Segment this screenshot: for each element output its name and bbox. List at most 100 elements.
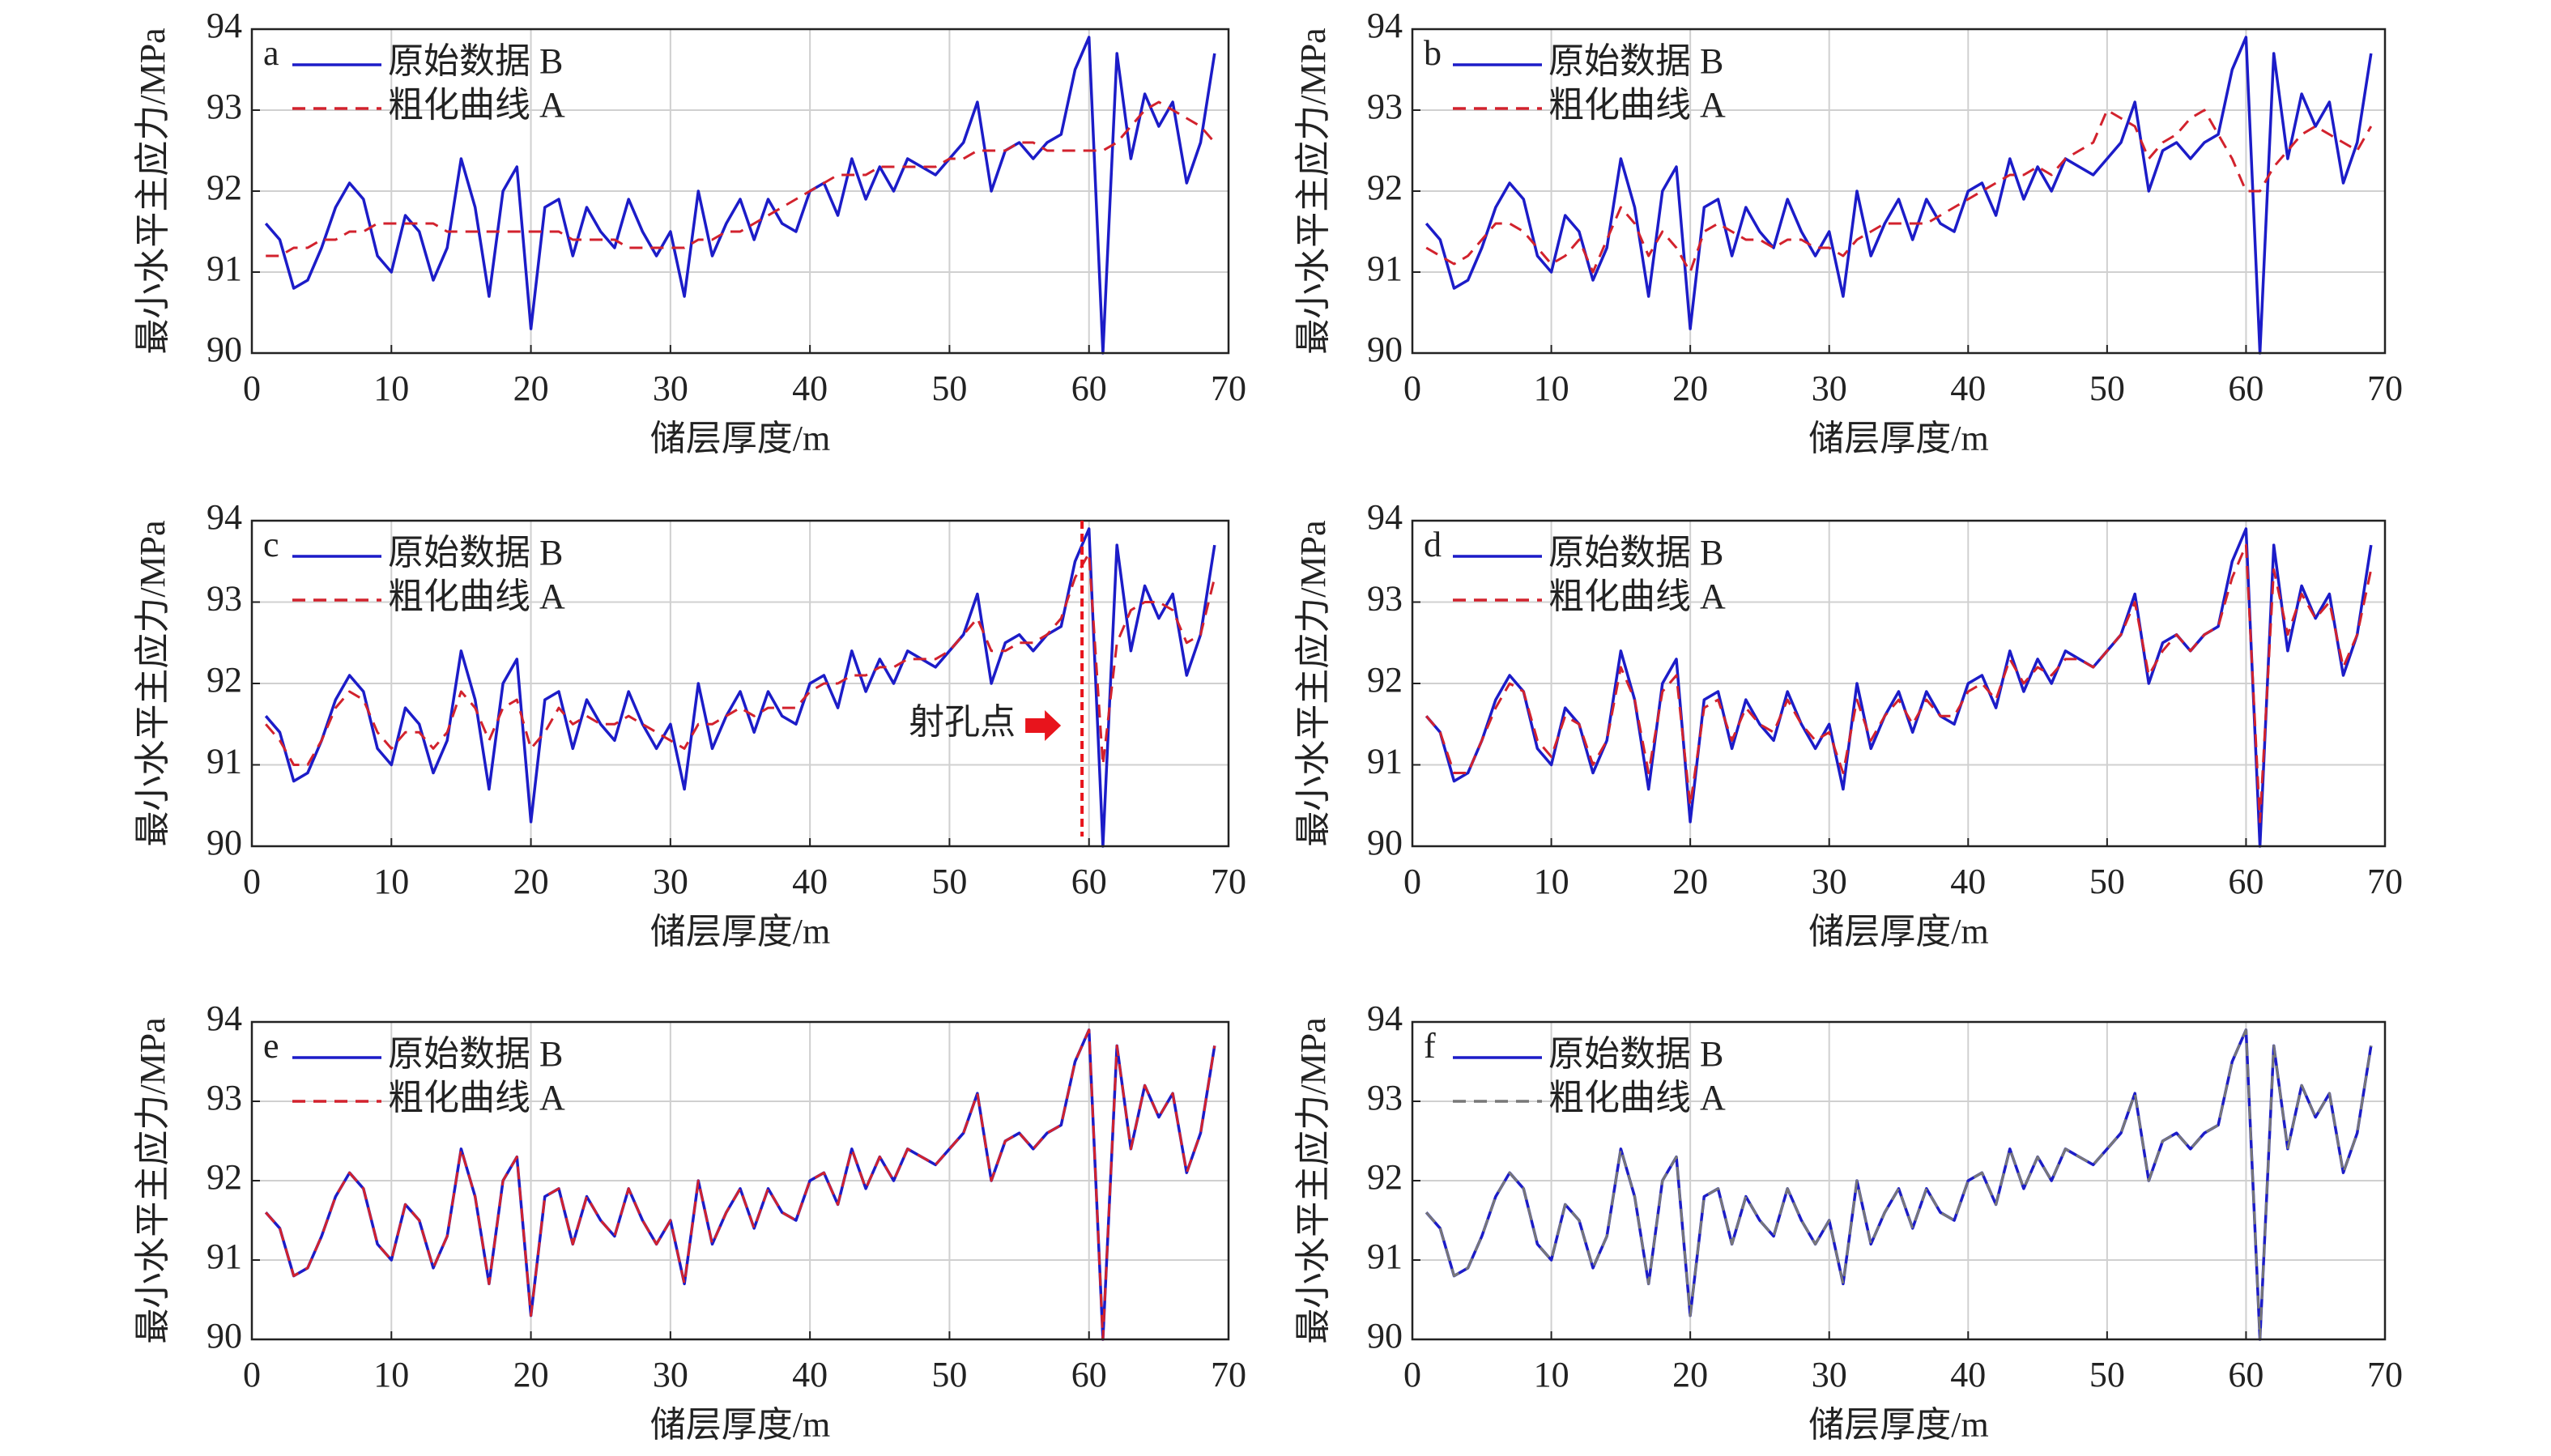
x-axis-label: 储层厚度/m (1808, 912, 1988, 952)
y-tick-label: 90 (1367, 330, 1403, 369)
x-tick-label: 30 (653, 1355, 688, 1394)
y-axis-label: 最小水平主应力/MPa (133, 520, 172, 846)
data-line (264, 36, 1216, 355)
legend-label: 原始数据 B (388, 533, 563, 573)
legend-label: 原始数据 B (1548, 41, 1723, 81)
x-tick-label: 70 (1211, 1355, 1246, 1394)
panel: 90 91 92 93 94 0 10 20 30 40 50 60 70 储层厚度/m 最小水平主应力/M… (1293, 497, 2403, 952)
y-tick-label: 93 (1367, 579, 1403, 619)
x-tick-label: 70 (2367, 1355, 2403, 1394)
y-tick-label: 92 (1367, 1157, 1403, 1197)
panel: 90 91 92 93 94 0 10 20 30 40 50 60 70 储层厚度/m 最小水平主应力/M… (133, 998, 1246, 1445)
x-tick-label: 40 (792, 862, 828, 901)
panel: 90 91 92 93 94 0 10 20 30 40 50 60 70 储层厚度/m 最小水平主应力/M… (133, 497, 1246, 952)
x-tick-label: 60 (1071, 1355, 1107, 1394)
x-tick-label: 10 (373, 368, 409, 408)
data-line (1425, 543, 2373, 824)
legend-label: 原始数据 B (388, 41, 563, 81)
annotation-arrow (1025, 710, 1062, 741)
x-tick-label: 30 (653, 368, 688, 408)
plot-frame (1411, 1020, 2387, 1341)
data-line (1425, 36, 2373, 355)
x-tick-label: 30 (1812, 862, 1847, 901)
data-line (264, 527, 1216, 848)
legend-label: 粗化曲线 A (388, 1078, 565, 1118)
y-tick-label: 93 (207, 579, 242, 619)
x-tick-label: 0 (1403, 1355, 1421, 1394)
x-tick-label: 70 (1211, 862, 1246, 901)
y-tick-label: 92 (207, 168, 242, 207)
x-tick-label: 0 (1403, 862, 1421, 901)
plot-frame (250, 28, 1230, 355)
plot-frame (1411, 519, 2387, 848)
y-tick-label: 90 (207, 1316, 242, 1356)
legend-label: 粗化曲线 A (388, 577, 565, 616)
x-tick-label: 70 (1211, 368, 1246, 408)
x-axis-label: 储层厚度/m (650, 419, 830, 458)
x-tick-label: 60 (1071, 862, 1107, 901)
y-tick-label: 90 (207, 823, 242, 862)
x-tick-label: 0 (1403, 368, 1421, 408)
y-tick-label: 91 (207, 742, 242, 781)
x-tick-label: 20 (1672, 368, 1708, 408)
data-line (265, 1028, 1216, 1341)
x-tick-label: 60 (1071, 368, 1107, 408)
x-tick-label: 70 (2367, 862, 2403, 901)
x-tick-label: 60 (2228, 862, 2264, 901)
x-tick-label: 20 (513, 1355, 549, 1394)
y-tick-label: 93 (207, 87, 242, 126)
x-axis-label: 储层厚度/m (650, 912, 830, 952)
panel-label: a (263, 33, 279, 73)
y-axis-label: 最小水平主应力/MPa (1293, 1017, 1333, 1343)
legend-label: 原始数据 B (388, 1034, 563, 1074)
y-tick-label: 91 (1367, 1237, 1403, 1276)
x-axis-label: 储层厚度/m (650, 1405, 830, 1445)
data-line (1425, 109, 2373, 274)
panel-label: c (263, 525, 279, 564)
x-tick-label: 60 (2228, 1355, 2264, 1394)
x-axis-label: 储层厚度/m (1808, 419, 1988, 458)
x-tick-label: 40 (1950, 368, 1986, 408)
legend-label: 粗化曲线 A (1548, 1078, 1726, 1118)
y-tick-label: 94 (207, 497, 242, 537)
data-line (266, 100, 1216, 258)
x-tick-label: 50 (2089, 368, 2125, 408)
panel-label: e (263, 1026, 279, 1066)
panel-label: b (1424, 33, 1442, 73)
x-tick-label: 20 (1672, 862, 1708, 901)
x-tick-label: 40 (1950, 1355, 1986, 1394)
data-line (265, 551, 1216, 766)
y-axis-label: 最小水平主应力/MPa (133, 28, 172, 354)
plot-frame (250, 519, 1230, 848)
legend-label: 粗化曲线 A (1548, 85, 1726, 125)
x-axis-label: 储层厚度/m (1808, 1405, 1988, 1445)
y-axis-label: 最小水平主应力/MPa (133, 1017, 172, 1343)
x-tick-label: 20 (513, 862, 549, 901)
panel: 90 91 92 93 94 0 10 20 30 40 50 60 70 储层厚度/m 最小水平主应力/M… (133, 6, 1246, 458)
x-tick-label: 50 (931, 1355, 967, 1394)
x-tick-label: 10 (373, 1355, 409, 1394)
y-tick-label: 92 (207, 660, 242, 700)
y-tick-label: 93 (1367, 1078, 1403, 1118)
x-tick-label: 10 (1534, 862, 1569, 901)
y-tick-label: 93 (207, 1078, 242, 1118)
x-tick-label: 40 (1950, 862, 1986, 901)
plot-frame (1411, 28, 2387, 355)
x-tick-label: 0 (243, 862, 261, 901)
x-tick-label: 40 (792, 368, 828, 408)
y-tick-label: 93 (1367, 87, 1403, 126)
y-tick-label: 91 (207, 1237, 242, 1276)
legend-label: 粗化曲线 A (388, 85, 565, 125)
y-axis-label: 最小水平主应力/MPa (1293, 28, 1333, 354)
y-axis-label: 最小水平主应力/MPa (1293, 520, 1333, 846)
y-tick-label: 91 (1367, 249, 1403, 288)
x-tick-label: 30 (1812, 1355, 1847, 1394)
y-tick-label: 91 (1367, 742, 1403, 781)
x-tick-label: 10 (1534, 1355, 1569, 1394)
x-tick-label: 30 (1812, 368, 1847, 408)
panel: 90 91 92 93 94 0 10 20 30 40 50 60 70 储层厚度/m 最小水平主应力/M… (1293, 6, 2403, 458)
x-tick-label: 10 (1534, 368, 1569, 408)
x-tick-label: 70 (2367, 368, 2403, 408)
